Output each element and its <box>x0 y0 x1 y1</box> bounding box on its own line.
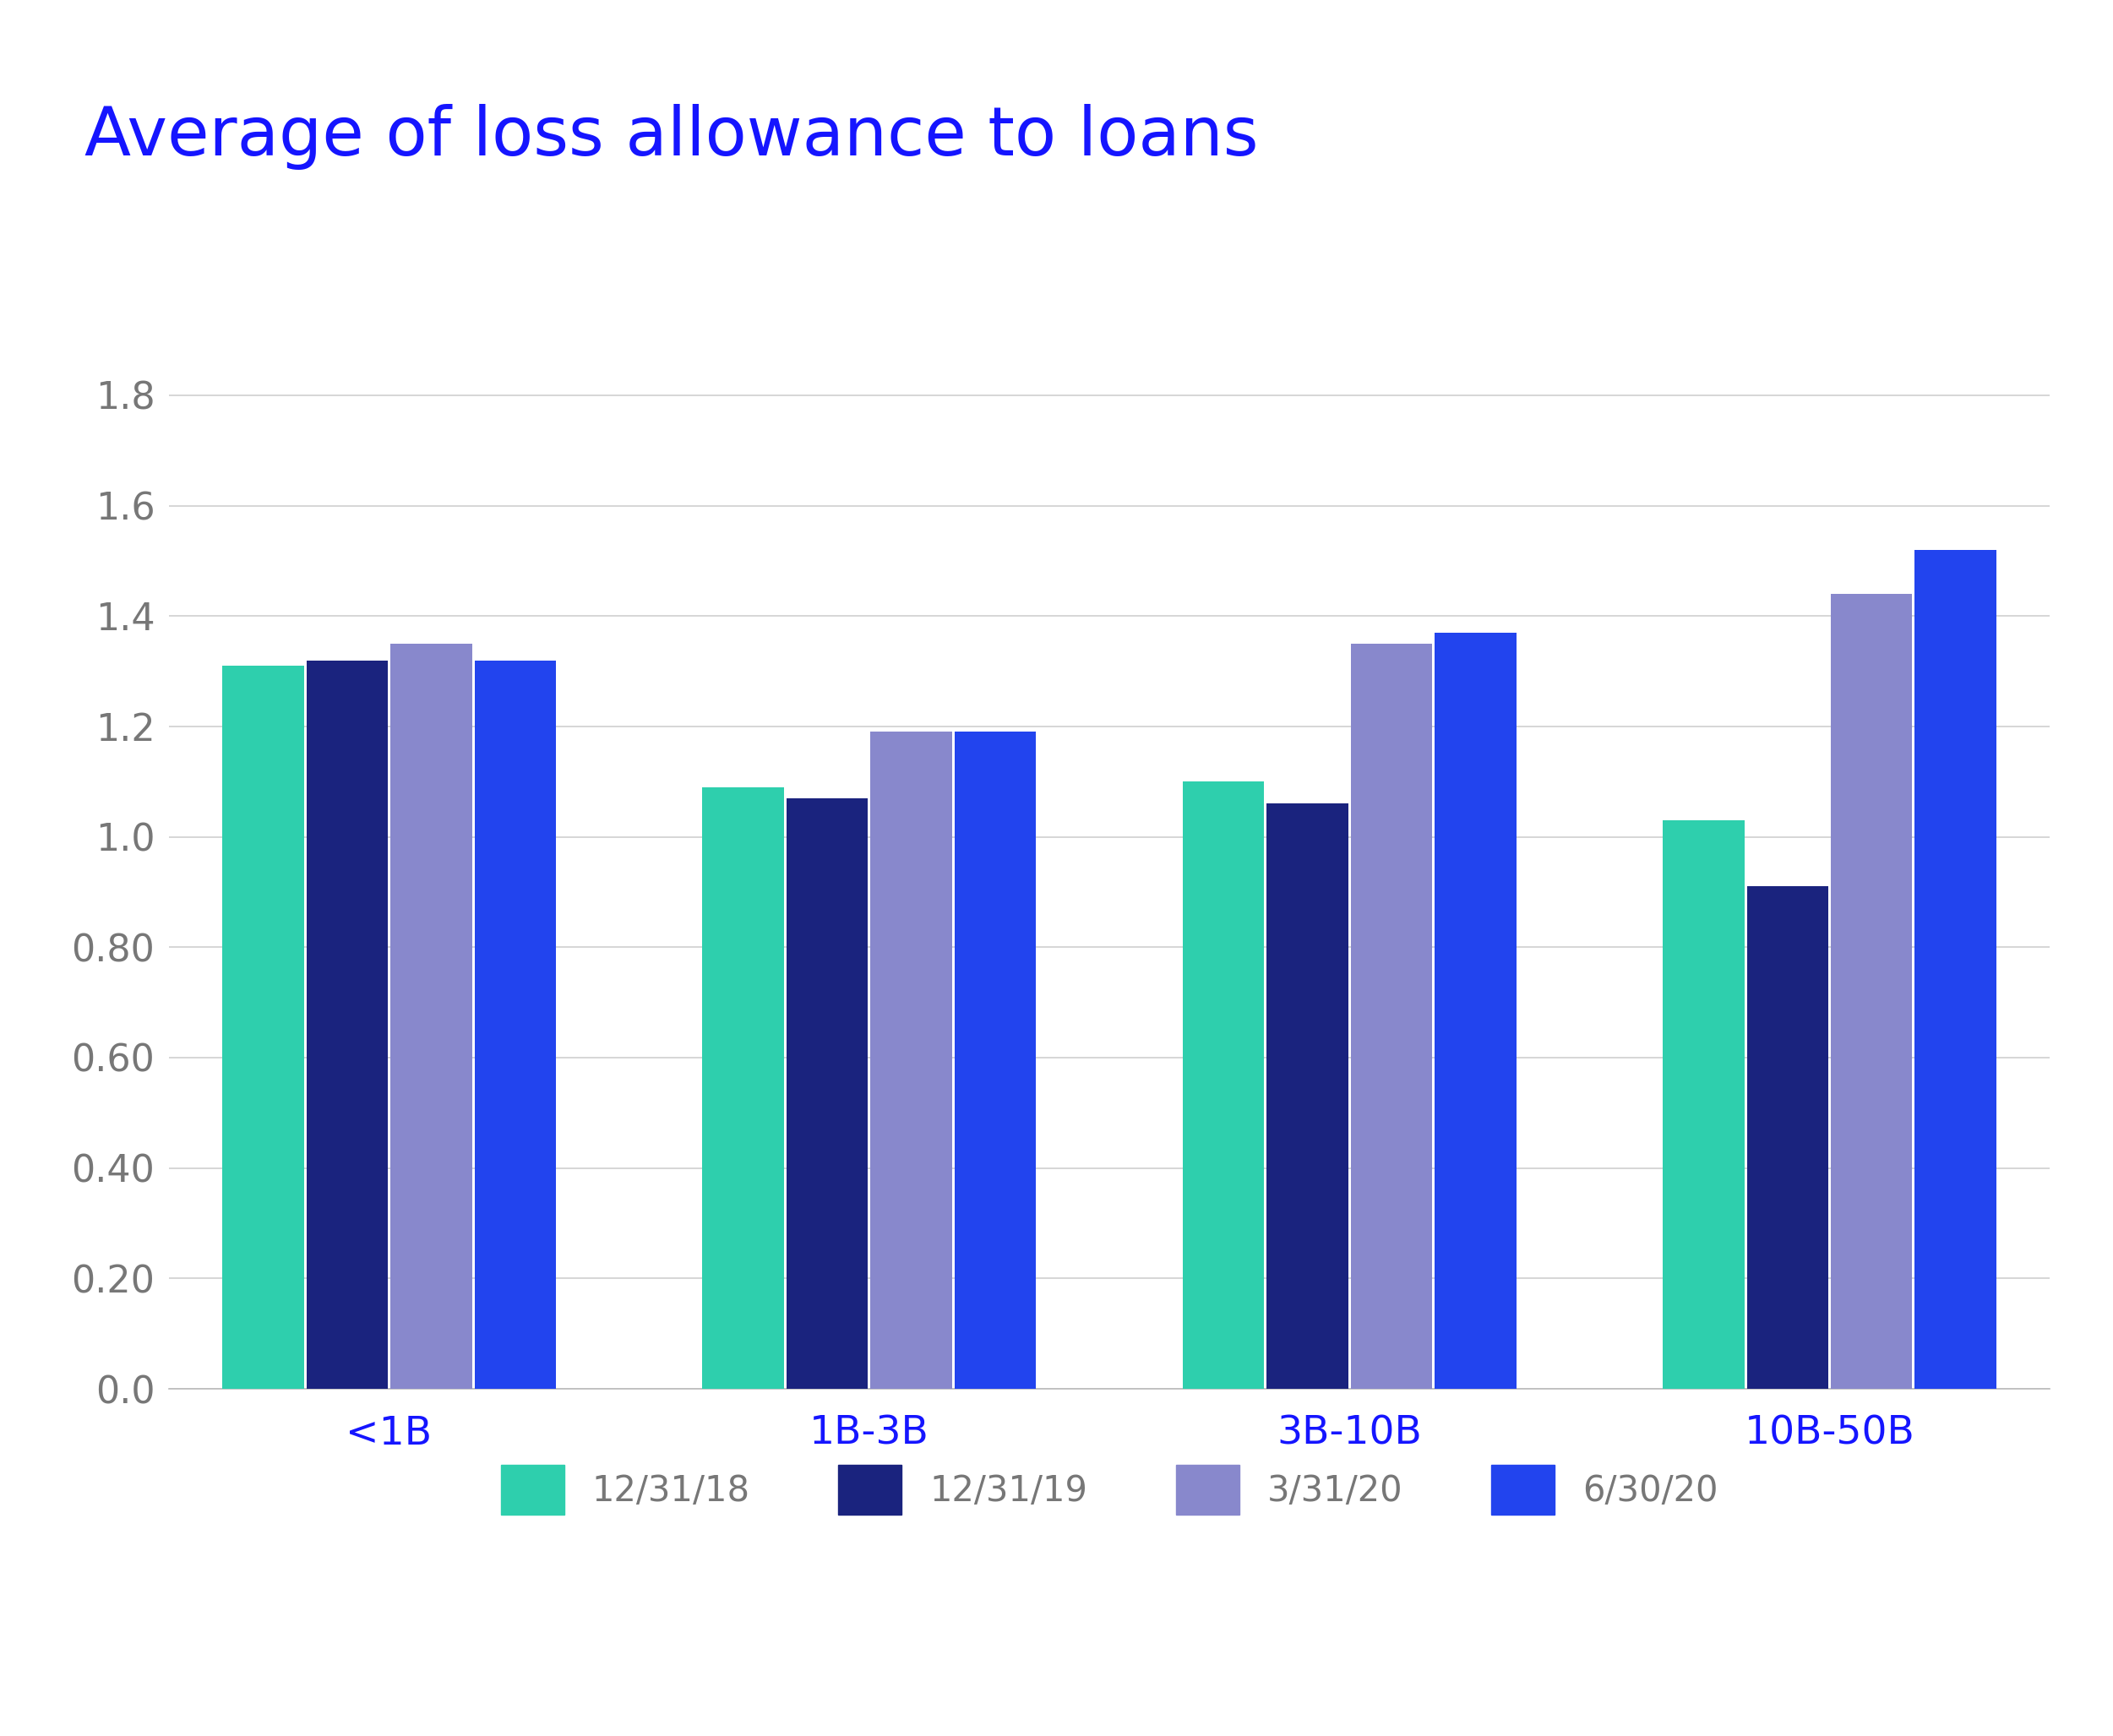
Bar <box>391 644 471 1389</box>
Bar <box>475 660 556 1389</box>
Legend: 12/31/18, 12/31/19, 3/31/20, 6/30/20: 12/31/18, 12/31/19, 3/31/20, 6/30/20 <box>484 1448 1735 1533</box>
Text: Average of loss allowance to loans: Average of loss allowance to loans <box>85 104 1259 170</box>
Bar <box>1435 632 1517 1389</box>
Bar <box>1830 594 1912 1389</box>
Bar <box>1183 781 1264 1389</box>
Bar <box>1266 804 1348 1389</box>
Bar <box>306 660 389 1389</box>
Bar <box>1914 550 1997 1389</box>
Bar <box>1747 887 1828 1389</box>
Bar <box>871 733 953 1389</box>
Bar <box>702 786 784 1389</box>
Bar <box>786 799 868 1389</box>
Bar <box>1663 821 1743 1389</box>
Bar <box>222 665 304 1389</box>
Bar <box>1350 644 1433 1389</box>
Bar <box>955 733 1035 1389</box>
